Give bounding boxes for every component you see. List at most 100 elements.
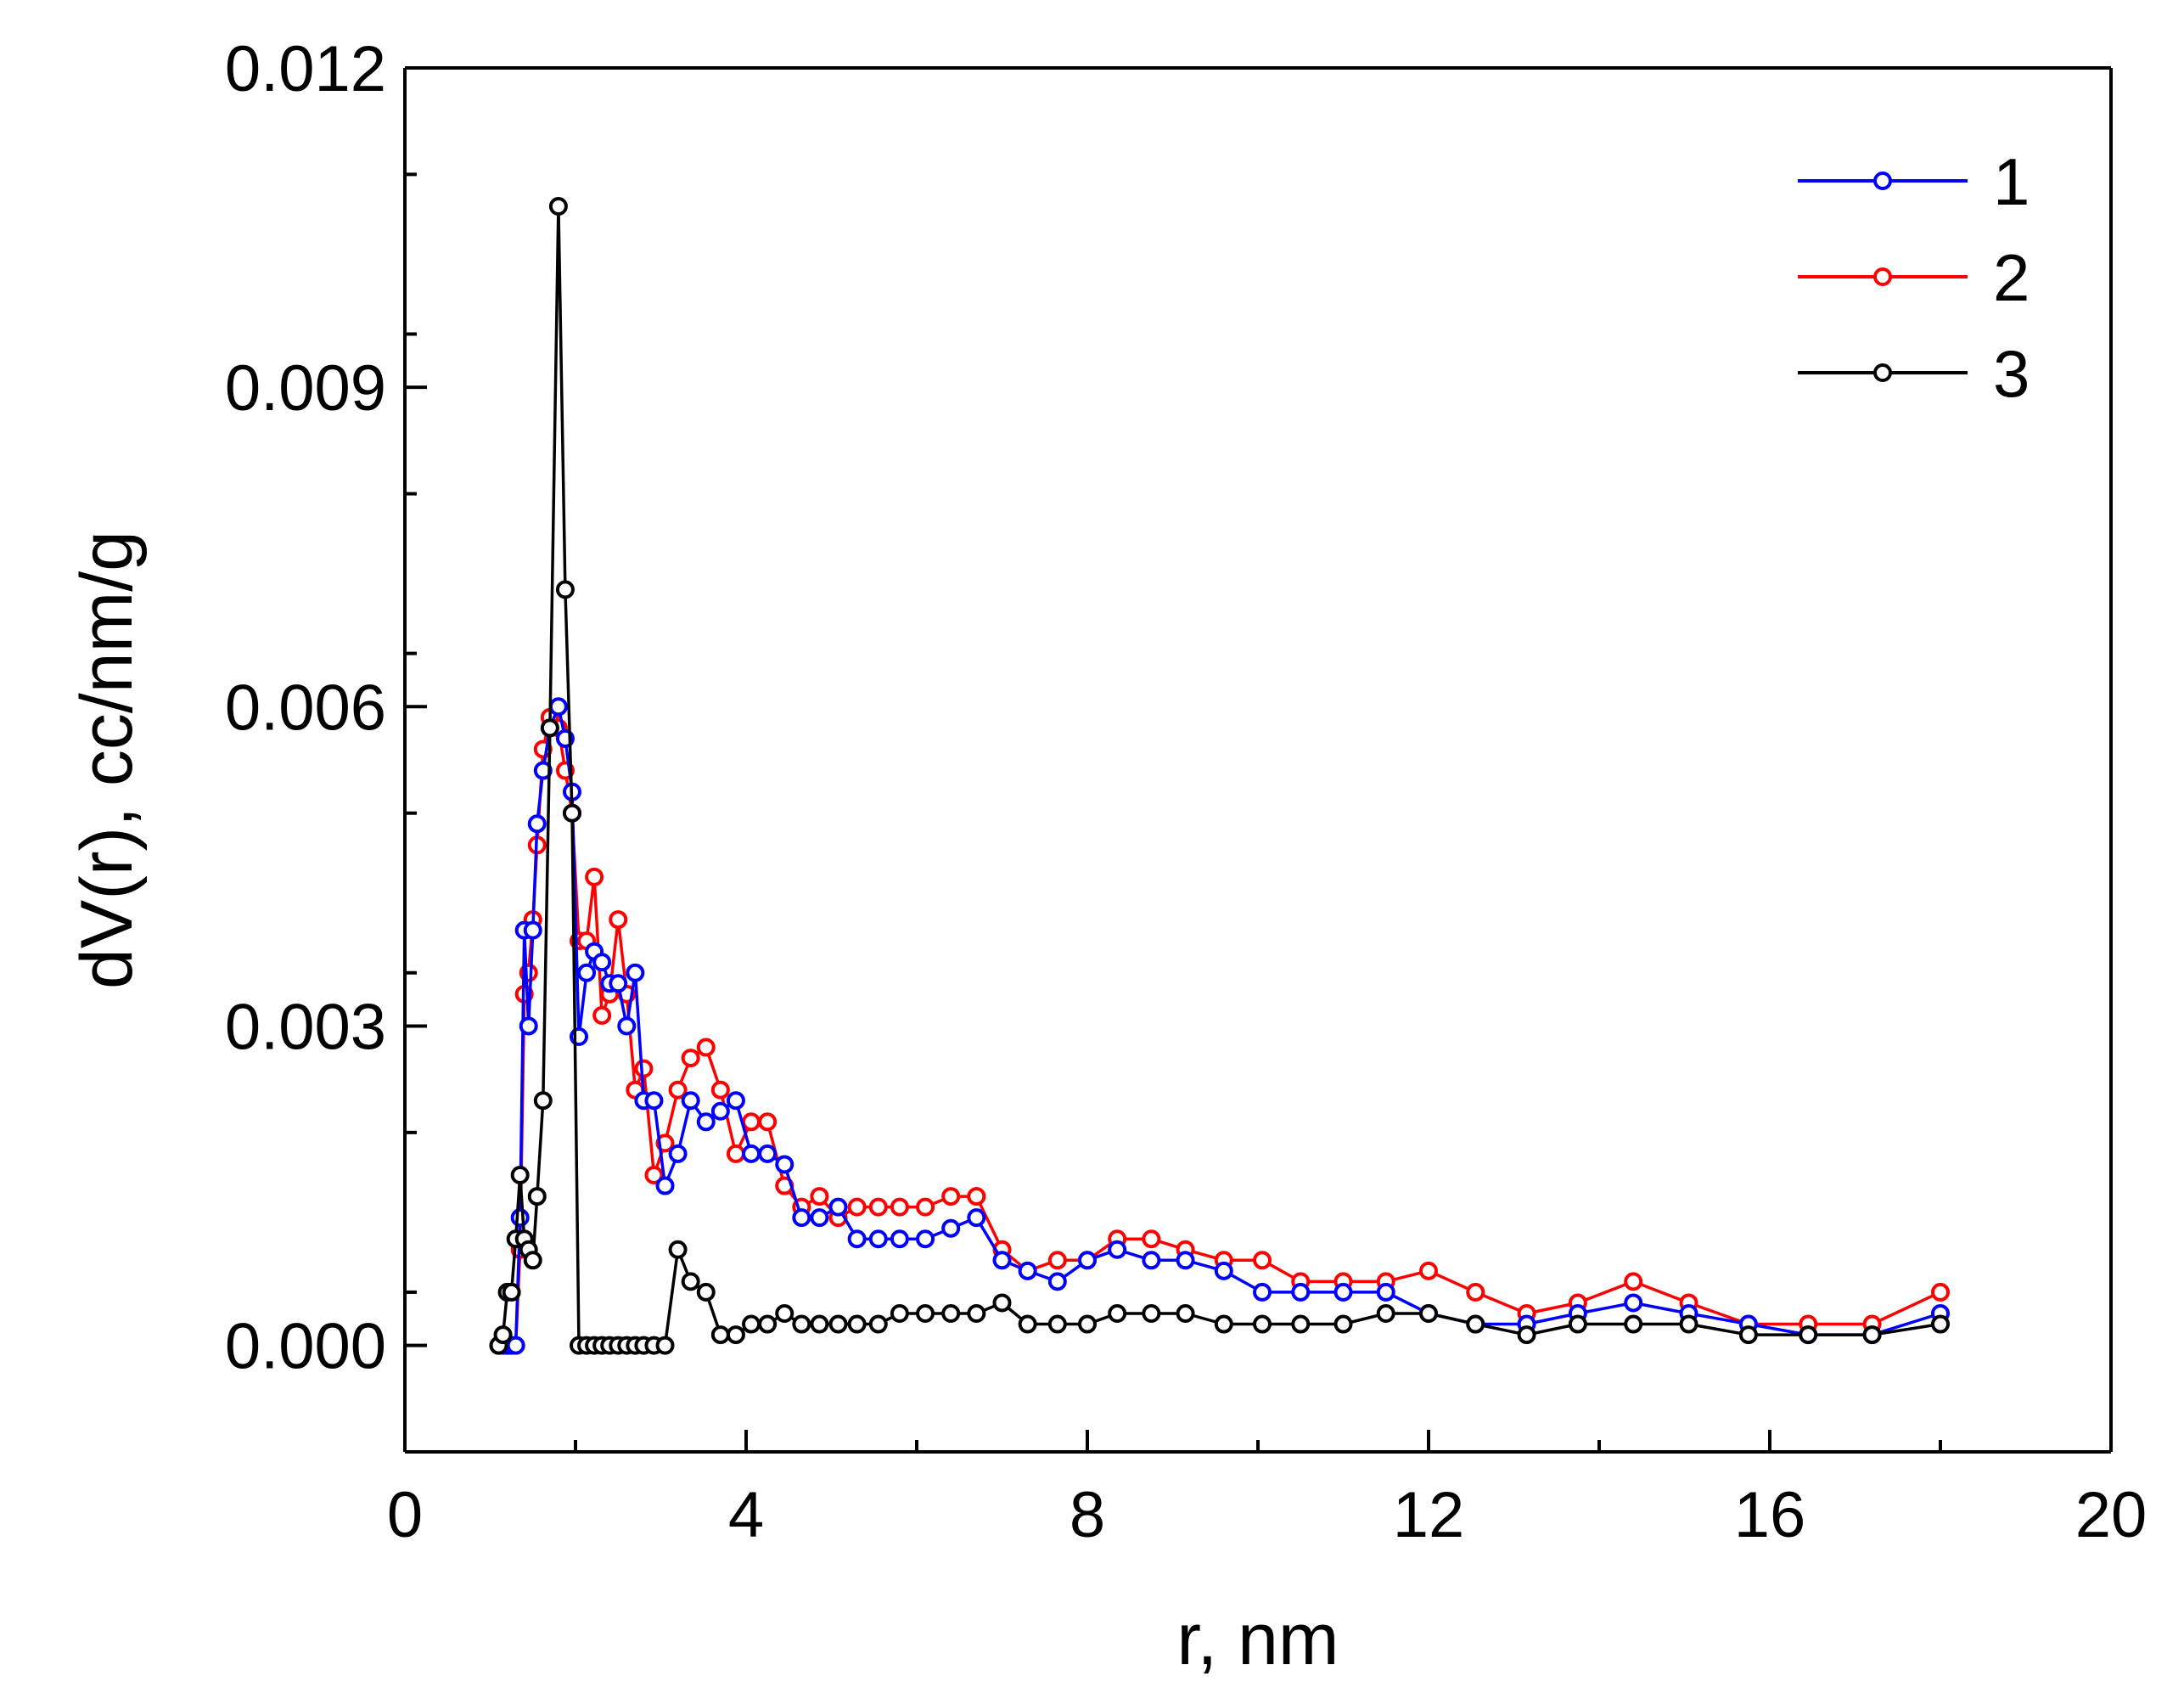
series-2-point: [585, 867, 604, 886]
legend-swatch-marker: [1873, 363, 1892, 382]
series-3-point: [540, 718, 559, 738]
series-3-point: [916, 1304, 935, 1323]
series-1-point: [1333, 1282, 1353, 1302]
series-3-point: [967, 1304, 986, 1323]
series-2-point: [1624, 1272, 1643, 1291]
series-1-point: [890, 1229, 909, 1249]
series-3-point: [1862, 1325, 1882, 1345]
series-1-point: [1376, 1282, 1395, 1302]
series-2-point: [1931, 1282, 1950, 1302]
series-1-point: [1018, 1261, 1037, 1280]
series-3-point: [941, 1304, 961, 1323]
series-1-point: [1142, 1251, 1161, 1270]
series-1-point: [941, 1218, 961, 1238]
legend-swatch-marker: [1873, 267, 1892, 286]
series-3-point: [775, 1304, 794, 1323]
series-3-point: [758, 1314, 778, 1334]
series-2-point: [1419, 1261, 1438, 1280]
series-3-point: [696, 1282, 716, 1302]
series-3-point: [668, 1240, 688, 1259]
series-1-point: [792, 1208, 811, 1228]
series-2-point: [967, 1187, 986, 1206]
series-1-point: [1176, 1251, 1195, 1270]
legend-item-2: 2: [1798, 240, 2030, 315]
series-2-point: [634, 1059, 654, 1078]
series-3-point: [1419, 1304, 1438, 1323]
series-1-point: [726, 1091, 745, 1111]
series-1-point: [742, 1144, 761, 1163]
series-2-point: [847, 1197, 867, 1217]
series-3-point: [533, 1091, 553, 1111]
series-3-point: [1253, 1314, 1272, 1334]
legend-swatch-marker: [1873, 172, 1892, 190]
series-1-point: [668, 1144, 688, 1163]
series-3-point: [1018, 1314, 1037, 1334]
series-3-point: [710, 1325, 730, 1345]
series-2-point: [1047, 1251, 1067, 1270]
series-1-point: [533, 761, 553, 780]
series-3-point: [792, 1314, 811, 1334]
series-3-point: [562, 803, 581, 823]
series-3-point: [1176, 1304, 1195, 1323]
x-tick-label: 8: [1070, 1479, 1105, 1551]
series-1-point: [519, 1016, 538, 1036]
series-3-point: [828, 1314, 848, 1334]
series-1-point: [1047, 1272, 1067, 1291]
x-tick-label: 4: [728, 1479, 764, 1551]
series-2-point: [1466, 1282, 1485, 1302]
legend: 1 2 3: [1798, 144, 2030, 411]
series-1-point: [696, 1112, 716, 1132]
series-3-point: [810, 1314, 829, 1334]
series-3-point: [1466, 1314, 1485, 1334]
series-3-point: [1376, 1304, 1395, 1323]
series-3-point: [502, 1282, 521, 1302]
axes-layer: [403, 66, 2113, 1454]
legend-label: 3: [1993, 336, 2030, 411]
x-tick-label: 20: [2075, 1479, 2148, 1551]
series-3-point: [681, 1272, 700, 1291]
series-3-point: [1108, 1304, 1127, 1323]
series-1-point: [506, 1336, 525, 1355]
series-3-point: [1047, 1314, 1067, 1334]
series-1-point: [916, 1229, 935, 1249]
series-2-point: [758, 1112, 778, 1132]
series-2-point: [592, 1005, 612, 1025]
series-3-point: [1568, 1314, 1587, 1334]
series-2-point: [941, 1187, 961, 1206]
series-1-point: [609, 974, 628, 993]
series-3-point: [1624, 1314, 1643, 1334]
series-1-point: [592, 953, 612, 972]
series-3-point: [1142, 1304, 1161, 1323]
series-2-point: [726, 1144, 745, 1163]
series-1-point: [617, 1016, 637, 1036]
series-3-point: [1078, 1314, 1097, 1334]
series-3-point: [742, 1314, 761, 1334]
series-3: [489, 197, 1950, 1355]
series-layer: [489, 197, 1950, 1355]
legend-label: 1: [1993, 144, 2030, 219]
series-3-point: [726, 1325, 745, 1345]
series-3-point: [510, 1166, 530, 1184]
series-1-point: [626, 963, 645, 982]
y-tick-label: 0.009: [225, 352, 386, 425]
series-1-point: [828, 1197, 848, 1217]
series-1-line: [498, 705, 1941, 1347]
y-axis-title: dV(r), cc/nm/g: [66, 531, 148, 989]
series-3-point: [1333, 1314, 1353, 1334]
series-1-point: [577, 963, 597, 982]
series-3-point: [1214, 1314, 1233, 1334]
series-3-point: [548, 197, 568, 216]
series-1-point: [548, 697, 568, 717]
y-tick-label: 0.006: [225, 672, 386, 744]
series-3-point: [868, 1314, 888, 1334]
series-3-point: [992, 1293, 1012, 1313]
series-1-point: [775, 1155, 794, 1174]
series-2-point: [668, 1080, 688, 1100]
series-1-point: [1214, 1261, 1233, 1280]
series-3-point: [655, 1336, 675, 1355]
series-3-point: [527, 1187, 547, 1206]
series-1-point: [1078, 1251, 1097, 1270]
series-2-line: [498, 716, 1941, 1347]
series-1-point: [810, 1208, 829, 1228]
